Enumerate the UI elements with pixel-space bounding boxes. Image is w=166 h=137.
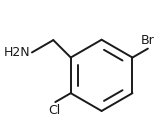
Text: Cl: Cl xyxy=(48,104,60,117)
Text: H2N: H2N xyxy=(4,46,31,59)
Text: Br: Br xyxy=(141,34,155,47)
